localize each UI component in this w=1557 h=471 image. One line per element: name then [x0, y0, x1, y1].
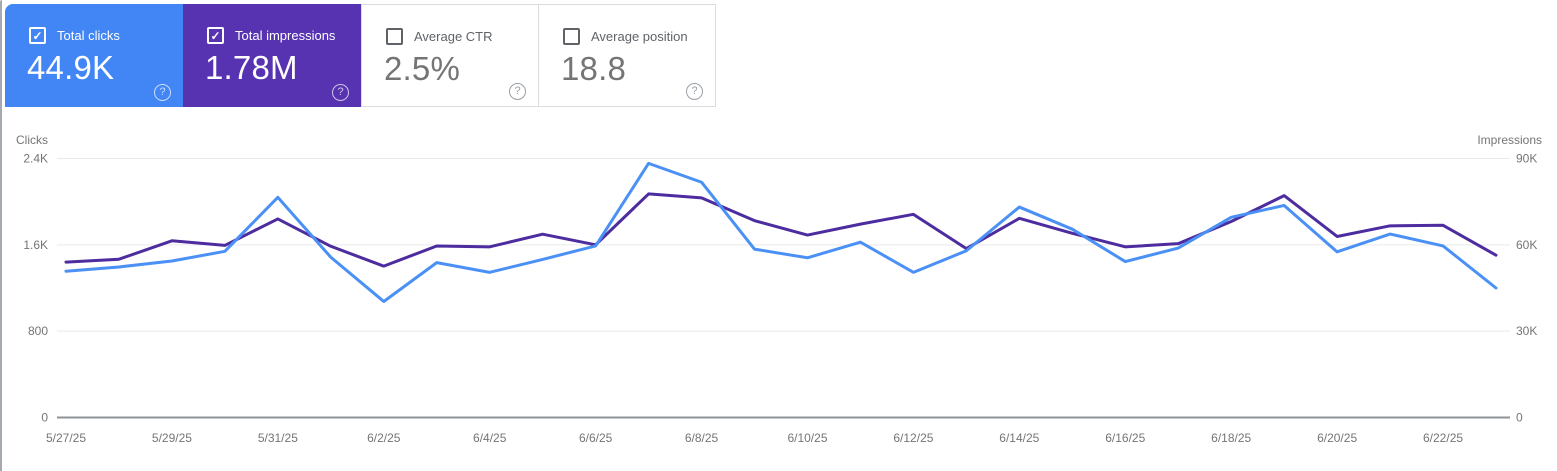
metric-card-total-impressions[interactable]: ✓ Total impressions 1.78M ? [183, 4, 361, 107]
help-icon[interactable]: ? [686, 83, 703, 100]
x-axis-date-label: 6/6/25 [579, 431, 613, 445]
metric-card-label: Average position [591, 29, 688, 44]
checkmark-icon: ✓ [210, 28, 221, 43]
left-axis-tick: 800 [28, 324, 48, 338]
right-axis-title: Impressions [1477, 133, 1542, 147]
x-axis-date-label: 6/8/25 [685, 431, 719, 445]
x-axis-date-label: 6/22/25 [1423, 431, 1463, 445]
metric-card-label: Total impressions [235, 28, 336, 43]
right-axis-tick: 30K [1516, 324, 1537, 338]
x-axis-date-label: 5/31/25 [258, 431, 298, 445]
x-axis-date-label: 5/27/25 [46, 431, 86, 445]
panel-left-edge [0, 0, 2, 471]
metric-card-average-ctr[interactable]: ✓ Average CTR 2.5% ? [361, 4, 539, 107]
x-axis-date-label: 5/29/25 [152, 431, 192, 445]
metric-card-label: Average CTR [414, 29, 493, 44]
right-axis-tick: 60K [1516, 238, 1537, 252]
left-axis-tick: 2.4K [23, 152, 48, 166]
left-axis-tick: 1.6K [23, 238, 48, 252]
left-axis-tick: 0 [41, 411, 48, 425]
x-axis-date-label: 6/4/25 [473, 431, 507, 445]
x-axis-date-label: 6/12/25 [893, 431, 933, 445]
metric-card-label: Total clicks [57, 28, 120, 43]
help-icon[interactable]: ? [332, 84, 349, 101]
checkmark-icon: ✓ [32, 28, 43, 43]
metric-card-value: 44.9K [27, 49, 115, 86]
help-icon[interactable]: ? [154, 84, 171, 101]
help-icon[interactable]: ? [509, 83, 526, 100]
metric-card-average-position[interactable]: ✓ Average position 18.8 ? [538, 4, 716, 107]
metric-card-value: 1.78M [205, 49, 298, 86]
impressions-line[interactable] [64, 192, 1498, 268]
checkbox-icon[interactable]: ✓ [207, 27, 224, 44]
x-axis-date-label: 6/16/25 [1105, 431, 1145, 445]
x-axis-date-label: 6/20/25 [1317, 431, 1357, 445]
right-axis-tick: 90K [1516, 152, 1537, 166]
metric-card-total-clicks[interactable]: ✓ Total clicks 44.9K ? [5, 4, 183, 107]
x-axis-date-label: 6/10/25 [787, 431, 827, 445]
x-axis-date-label: 6/2/25 [367, 431, 401, 445]
metric-card-value: 2.5% [384, 50, 461, 87]
x-axis-date-label: 6/18/25 [1211, 431, 1251, 445]
x-axis-date-label: 6/14/25 [999, 431, 1039, 445]
metric-card-value: 18.8 [561, 50, 627, 87]
left-axis-title: Clicks [16, 133, 48, 147]
metric-cards: ✓ Total clicks 44.9K ? ✓ Total impressio… [5, 4, 716, 107]
checkbox-icon[interactable]: ✓ [563, 28, 580, 45]
checkbox-icon[interactable]: ✓ [29, 27, 46, 44]
checkbox-icon[interactable]: ✓ [386, 28, 403, 45]
right-axis-tick: 0 [1516, 411, 1523, 425]
clicks-line[interactable] [64, 161, 1498, 303]
